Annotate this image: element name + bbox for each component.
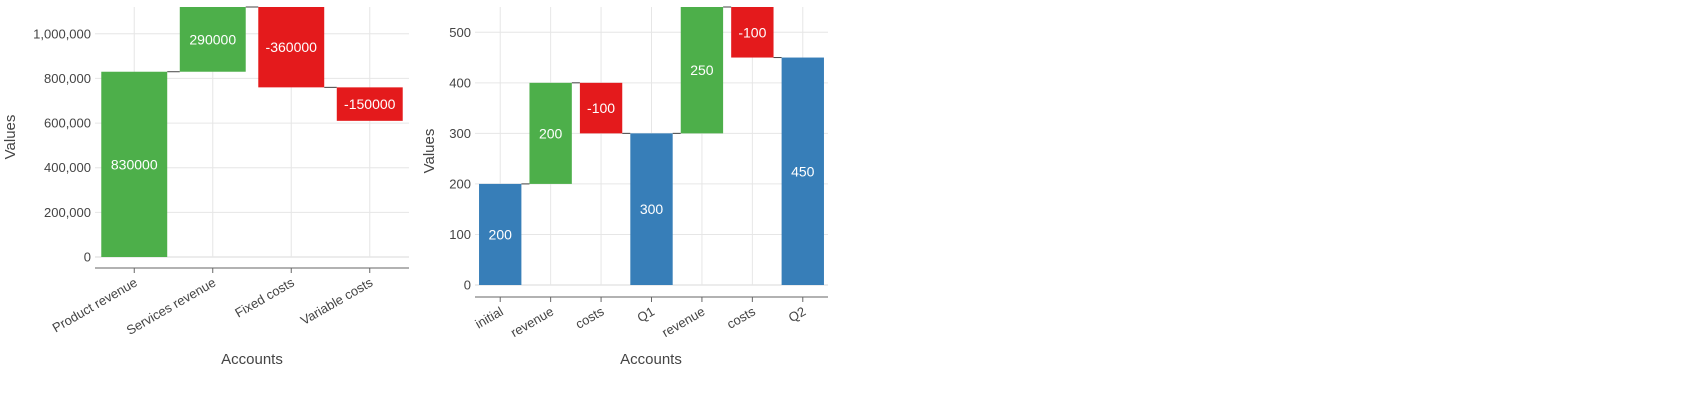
y-tick-label: 0: [464, 278, 471, 293]
waterfall-bar: [731, 7, 774, 58]
bar-value-label: 300: [640, 201, 664, 217]
bar-value-label: 290000: [189, 31, 236, 47]
bar-value-label: 200: [539, 125, 563, 141]
waterfall-bar: [680, 7, 724, 134]
x-tick-label: Q1: [634, 304, 657, 326]
y-axis-title: Values: [421, 129, 438, 174]
x-axis-title: Accounts: [620, 351, 682, 368]
bar-value-label: -100: [587, 100, 615, 116]
x-axis-title: Accounts: [221, 351, 283, 368]
x-tick-label: revenue: [659, 304, 707, 340]
waterfall-bar: [630, 133, 673, 285]
waterfall-bar: [336, 87, 403, 121]
waterfall-bar: [479, 183, 522, 285]
bar-value-label: -150000: [344, 96, 396, 112]
y-tick-label: 100: [449, 227, 471, 242]
bar-value-label: -100: [738, 24, 766, 40]
bar-value-label: 250: [690, 62, 714, 78]
y-tick-label: 500: [449, 25, 471, 40]
y-axis-title: Values: [2, 115, 19, 160]
y-tick-label: 200: [449, 176, 471, 191]
y-tick-label: 200,000: [44, 205, 91, 220]
x-tick-label: revenue: [508, 304, 556, 340]
waterfall-bar: [179, 7, 246, 72]
y-tick-label: 600,000: [44, 116, 91, 131]
x-tick-label: Fixed costs: [232, 274, 297, 320]
bar-value-label: -360000: [266, 39, 318, 55]
y-tick-label: 400: [449, 75, 471, 90]
x-tick-label: Q2: [786, 304, 809, 326]
y-tick-label: 1,000,000: [33, 26, 91, 41]
bar-value-label: 830000: [111, 156, 158, 172]
waterfall-bar: [529, 82, 572, 184]
waterfall-bar: [781, 57, 824, 285]
x-tick-label: initial: [473, 304, 506, 332]
x-tick-label: Services revenue: [124, 275, 218, 338]
y-tick-label: 300: [449, 126, 471, 141]
x-tick-label: costs: [573, 303, 607, 331]
y-tick-label: 800,000: [44, 71, 91, 86]
waterfall-bar: [101, 71, 168, 257]
waterfall-bar: [579, 82, 623, 134]
x-tick-label: Variable costs: [298, 274, 376, 328]
waterfall-bar: [258, 7, 325, 88]
bar-value-label: 450: [791, 163, 815, 179]
y-tick-label: 400,000: [44, 160, 91, 175]
y-tick-label: 0: [84, 250, 91, 265]
x-tick-label: costs: [724, 303, 758, 331]
bar-value-label: 200: [489, 226, 513, 242]
